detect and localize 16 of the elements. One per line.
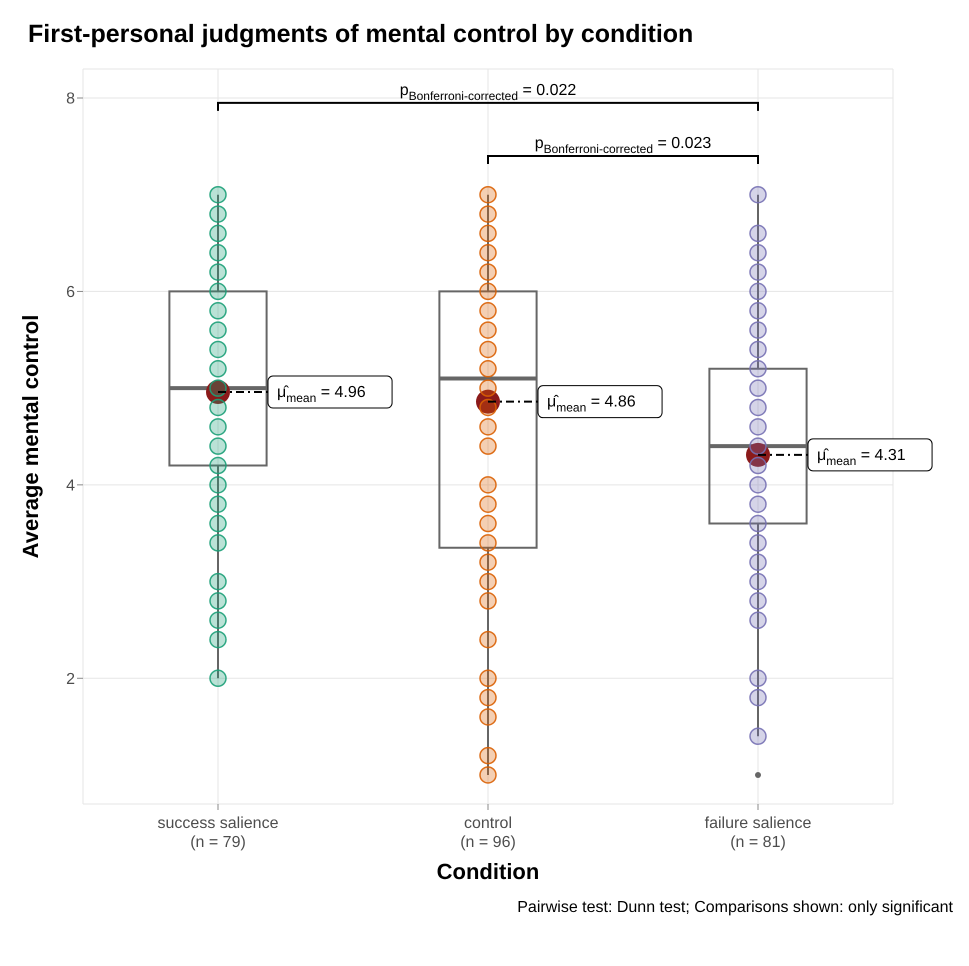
chart-title: First-personal judgments of mental control by condition xyxy=(27,19,694,50)
y-axis-title: Average mental control xyxy=(18,314,43,558)
y-tick-label: 2 xyxy=(66,670,76,688)
x-tick-label: control (n = 96) xyxy=(460,815,516,851)
y-tick-label: 6 xyxy=(66,284,76,302)
x-axis-title: Condition xyxy=(436,859,540,884)
x-tick-label: failure salience (n = 81) xyxy=(704,815,812,851)
annotation: p$_{Bonferroni-corrected}$ = 0.022 xyxy=(400,82,576,103)
annotation: p$_{Bonferroni-corrected}$ = 0.023 xyxy=(534,135,712,156)
x-tick-label: success salience (n = 79) xyxy=(158,815,279,851)
annotation: μ̂$_{mean}$ = 4.96 xyxy=(277,384,366,406)
annotation: μ̂$_{mean}$ = 4.86 xyxy=(547,394,636,415)
annotation: μ̂$_{mean}$ = 4.31 xyxy=(817,446,906,468)
y-tick-label: 8 xyxy=(66,90,76,108)
y-tick-label: 4 xyxy=(66,478,76,495)
text: Pairwise test: Dunn test; Comparisons shown: only significant xyxy=(516,899,954,917)
